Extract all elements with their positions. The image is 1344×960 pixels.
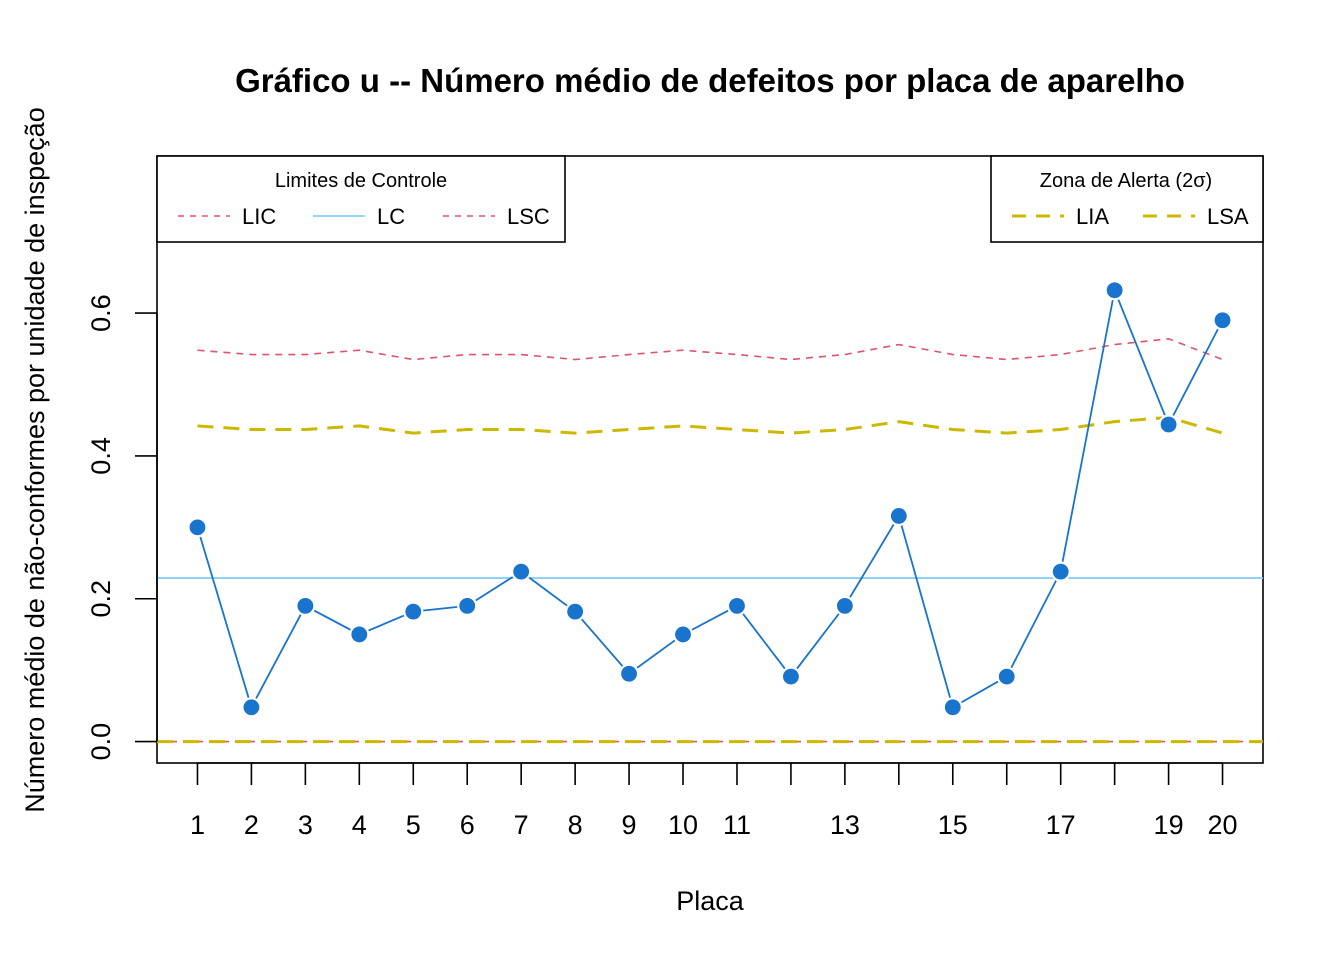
x-tick-label: 13	[830, 810, 860, 840]
x-tick-label: 19	[1154, 810, 1184, 840]
legend-label-lsa: LSA	[1207, 204, 1249, 229]
x-tick-label: 2	[244, 810, 259, 840]
data-point	[780, 666, 802, 687]
x-axis-label: Placa	[676, 886, 745, 916]
x-tick-label: 9	[622, 810, 637, 840]
legend-label-lsc: LSC	[507, 204, 550, 229]
x-tick-label: 8	[568, 810, 583, 840]
legend-title: Limites de Controle	[275, 170, 447, 192]
y-axis-label: Número médio de não-conformes por unidad…	[20, 107, 50, 812]
data-point	[241, 697, 262, 718]
x-tick-label: 17	[1046, 810, 1076, 840]
data-point	[1212, 310, 1233, 331]
legend-box	[156, 155, 566, 243]
x-tick-label: 15	[938, 810, 968, 840]
data-point	[403, 601, 424, 622]
legend-title: Zona de Alerta (2σ)	[1040, 170, 1212, 192]
legend-control-limits: Limites de Controle LIC LC LSC	[156, 155, 566, 243]
data-point	[1158, 414, 1179, 435]
data-point	[1050, 561, 1071, 582]
y-tick-label: 0.4	[86, 437, 116, 475]
data-point	[457, 595, 478, 616]
data-point	[618, 663, 640, 684]
y-axis: 0.0 0.2 0.4 0.6	[86, 294, 158, 761]
y-tick-label: 0.0	[86, 723, 116, 761]
x-tick-label: 20	[1208, 810, 1238, 840]
x-tick-label: 1	[190, 810, 205, 840]
data-point	[942, 697, 963, 718]
data-point	[349, 624, 370, 645]
legends: Limites de Controle LIC LC LSC Zona de Alert…	[156, 155, 1264, 243]
y-tick-label: 0.6	[86, 294, 116, 332]
data-point	[295, 595, 316, 616]
data-point	[511, 561, 532, 582]
legend-label-lc: LC	[377, 204, 405, 229]
data-point	[672, 624, 694, 645]
x-tick-label: 10	[668, 810, 698, 840]
x-tick-label: 11	[723, 810, 751, 840]
line-lsc	[197, 337, 1223, 361]
x-tick-label: 6	[460, 810, 475, 840]
x-tick-label: 4	[352, 810, 367, 840]
data-point	[726, 595, 748, 616]
legend-label-lia: LIA	[1076, 204, 1109, 229]
legend-warning-zone: Zona de Alerta (2σ) LIA LSA	[990, 155, 1264, 243]
line-lsa	[197, 415, 1223, 435]
x-tick-label: 3	[298, 810, 313, 840]
x-tick-label: 7	[514, 810, 529, 840]
legend-box	[990, 155, 1264, 243]
data-point	[888, 505, 909, 527]
series-points	[187, 280, 1233, 718]
x-tick-label: 5	[406, 810, 421, 840]
series-lines	[157, 287, 1263, 744]
data-point	[834, 595, 855, 616]
data-point	[996, 666, 1017, 687]
data-point	[1104, 280, 1125, 301]
chart-title: Gráfico u -- Número médio de defeitos po…	[235, 62, 1185, 99]
y-tick-label: 0.2	[86, 580, 116, 618]
data-point	[187, 517, 208, 538]
x-axis: 1 2 3 4 5 6 7 8 9 10 11 13 15 17 19 20	[190, 762, 1238, 840]
data-point	[565, 601, 586, 622]
legend-label-lic: LIC	[242, 204, 276, 229]
plot-frame	[156, 155, 1264, 764]
